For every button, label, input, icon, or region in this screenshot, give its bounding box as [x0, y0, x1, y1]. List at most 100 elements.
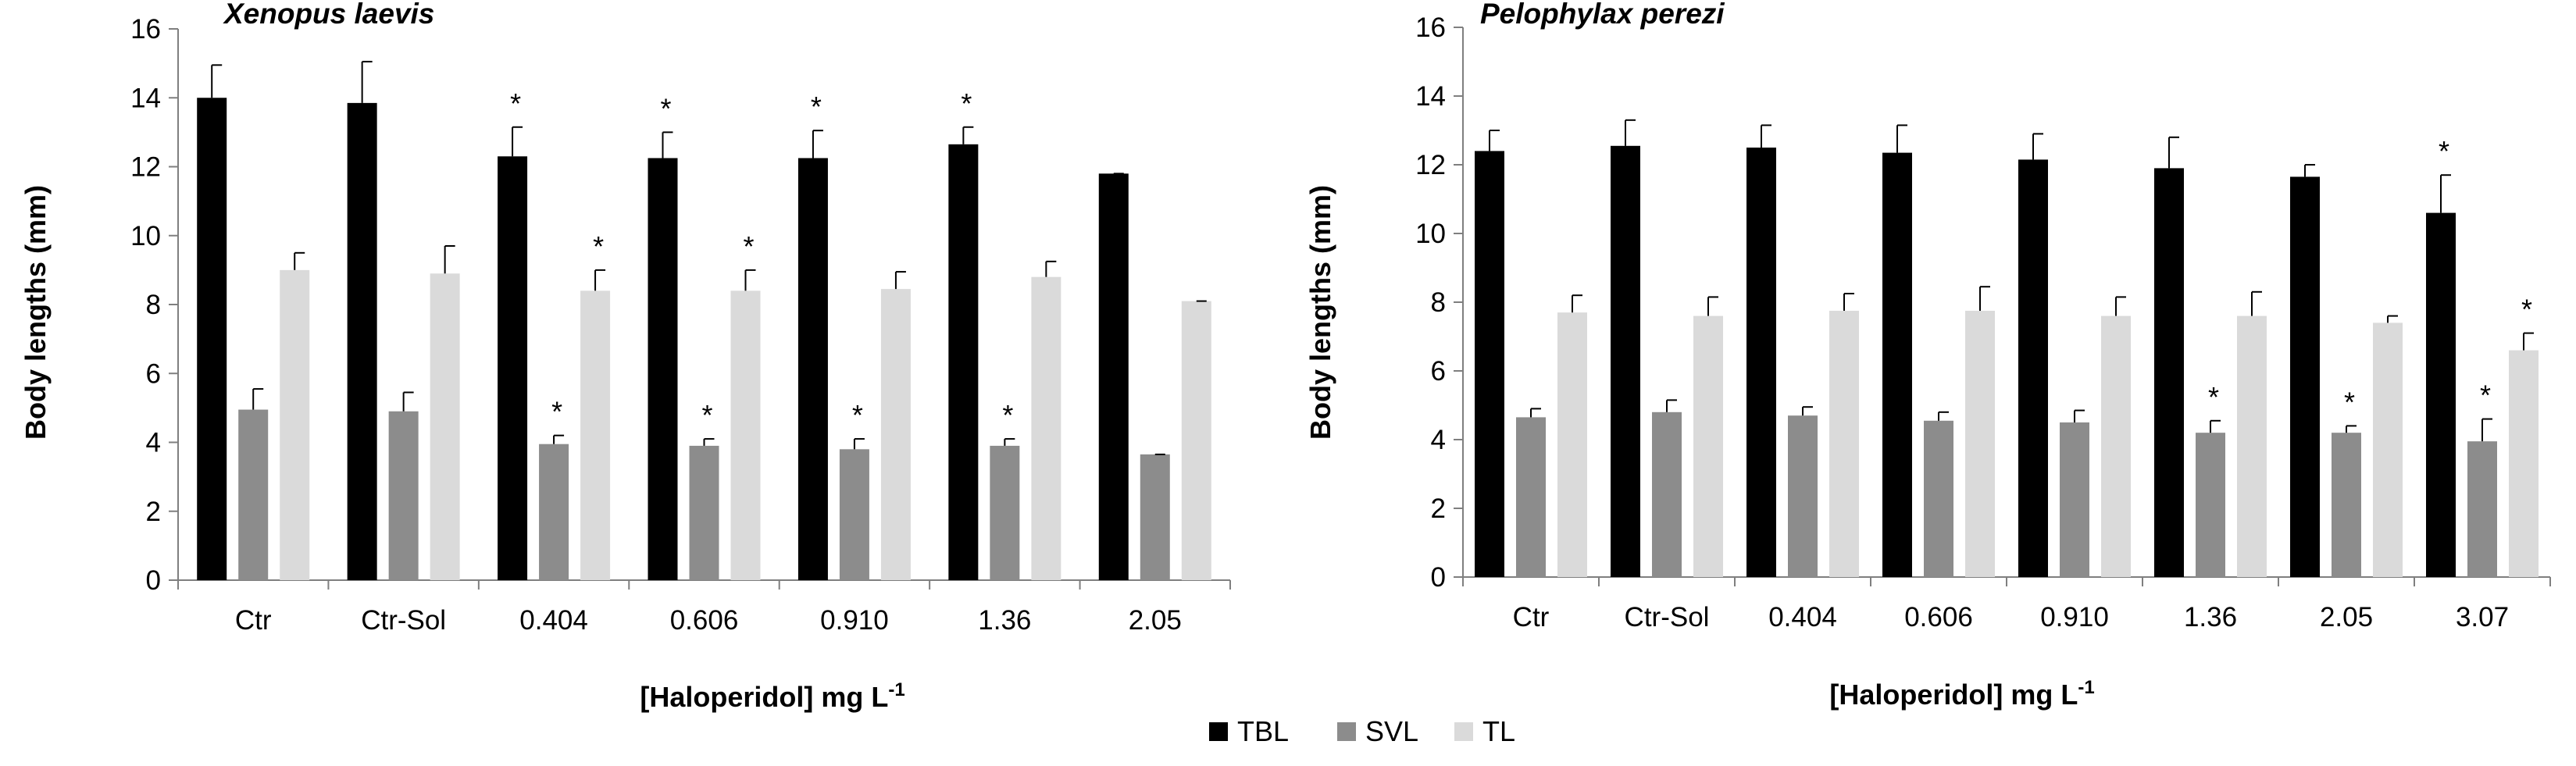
bar-tbl [1475, 151, 1504, 577]
y-axis-label: Body lengths (mm) [20, 185, 52, 440]
legend-swatch-tbl [1209, 722, 1228, 741]
x-tick-label: Ctr-Sol [1625, 602, 1710, 632]
y-tick-label: 8 [1431, 287, 1446, 318]
bar-tl [880, 289, 911, 580]
x-tick-label: 0.404 [519, 605, 588, 636]
bar-tbl [1098, 173, 1129, 580]
significance-star: * [2344, 386, 2355, 418]
bar-tl [2509, 350, 2539, 577]
y-tick-label: 0 [146, 565, 161, 596]
bar-tl [2373, 322, 2403, 577]
y-tick-label: 2 [146, 497, 161, 527]
bar-tbl [1611, 145, 1640, 578]
bar-tl [430, 273, 460, 580]
x-tick-label: 0.606 [670, 605, 739, 636]
significance-star: * [701, 399, 712, 431]
bar-tl [1181, 301, 1211, 580]
significance-star: * [811, 91, 822, 123]
significance-star: * [660, 92, 671, 124]
bar-tbl [2426, 212, 2456, 577]
bar-svl [1516, 417, 1546, 577]
legend: TBL SVL TL [1209, 715, 1515, 747]
x-tick-label: 2.05 [1129, 605, 1182, 636]
x-tick-label: Ctr-Sol [361, 605, 446, 636]
y-tick-label: 12 [130, 152, 161, 183]
significance-star: * [1002, 399, 1013, 431]
bar-tbl [648, 158, 678, 580]
x-tick-label: 1.36 [2184, 602, 2237, 632]
bar-tl [1031, 276, 1061, 580]
x-tick-label: 1.36 [978, 605, 1031, 636]
y-tick-label: 4 [1431, 425, 1446, 455]
significance-star: * [852, 399, 863, 431]
bar-tl [580, 290, 611, 580]
bar-tbl [1746, 148, 1776, 577]
bar-tl [2237, 315, 2267, 577]
bar-tbl [498, 156, 528, 580]
bar-svl [1788, 415, 1818, 577]
y-tick-label: 4 [146, 428, 161, 458]
chart-title: Pelophylax perezi [1480, 0, 1725, 30]
bar-tl [1693, 315, 1723, 577]
bar-tl [1829, 311, 1859, 577]
significance-star: * [551, 396, 562, 428]
significance-star: * [2480, 379, 2491, 412]
x-tick-label: 0.404 [1768, 602, 1837, 632]
y-tick-label: 10 [130, 221, 161, 251]
y-tick-label: 16 [1415, 12, 1446, 43]
x-axis-label: [Haloperidol] mg L-1 [1829, 677, 2094, 711]
y-tick-label: 14 [130, 83, 161, 113]
legend-label-tbl: TBL [1237, 715, 1289, 747]
x-tick-label: 2.05 [2320, 602, 2373, 632]
significance-star: * [961, 87, 972, 119]
x-tick-label: Ctr [235, 605, 272, 636]
x-axis-label-superscript: -1 [2078, 677, 2094, 698]
bar-svl [839, 449, 869, 580]
bar-tbl [1882, 152, 1912, 578]
bar-svl [1140, 454, 1170, 580]
x-axis-label-main: [Haloperidol] mg L [640, 681, 888, 713]
bar-tbl [2290, 176, 2320, 577]
bar-tl [2101, 315, 2131, 577]
legend-swatch-svl [1337, 722, 1356, 741]
y-tick-label: 6 [146, 358, 161, 389]
bar-svl [990, 445, 1020, 580]
bar-tbl [948, 144, 979, 581]
bar-svl [2196, 433, 2225, 577]
chart-panel-xenopus-laevis: 0 2 4 6 8 10 12 14 16 Ctr Ctr-Sol 0.404 0.606 0.910 1.… [20, 0, 1231, 713]
chart-panel-pelophylax-perezi: 0 2 4 6 8 10 12 14 16 Ctr Ctr-Sol 0.404 0.606 0.910 1.… [1304, 0, 2551, 711]
bar-svl [388, 411, 419, 580]
bar-tbl [2018, 159, 2048, 577]
legend-label-tl: TL [1482, 715, 1515, 747]
y-axis-label: Body lengths (mm) [1304, 185, 1336, 440]
legend-swatch-tl [1454, 722, 1473, 741]
legend-label-svl: SVL [1365, 715, 1418, 747]
y-tick-label: 0 [1431, 562, 1446, 593]
bar-svl [1652, 412, 1682, 577]
bar-tl [1557, 312, 1587, 577]
significance-star: * [593, 230, 604, 262]
x-tick-label: Ctr [1513, 602, 1550, 632]
bar-svl [2060, 422, 2089, 577]
bar-svl [2467, 441, 2497, 577]
y-tick-label: 14 [1415, 81, 1446, 112]
chart-title: Xenopus laevis [223, 0, 434, 30]
y-tick-label: 6 [1431, 356, 1446, 387]
x-tick-label: 0.606 [1904, 602, 1973, 632]
y-tick-label: 16 [130, 14, 161, 45]
significance-star: * [743, 230, 754, 262]
x-tick-label: 0.910 [820, 605, 889, 636]
x-tick-label: 3.07 [2456, 602, 2509, 632]
y-tick-label: 12 [1415, 150, 1446, 180]
bar-tbl [2154, 168, 2184, 577]
bar-tl [280, 269, 310, 580]
bar-tbl [347, 102, 377, 580]
bar-tbl [797, 158, 828, 580]
y-tick-label: 10 [1415, 219, 1446, 249]
x-axis-label-main: [Haloperidol] mg L [1829, 679, 2078, 711]
bar-tl [1965, 311, 1995, 577]
bar-svl [539, 444, 569, 580]
bar-tbl [197, 98, 227, 580]
x-tick-label: 0.910 [2040, 602, 2109, 632]
